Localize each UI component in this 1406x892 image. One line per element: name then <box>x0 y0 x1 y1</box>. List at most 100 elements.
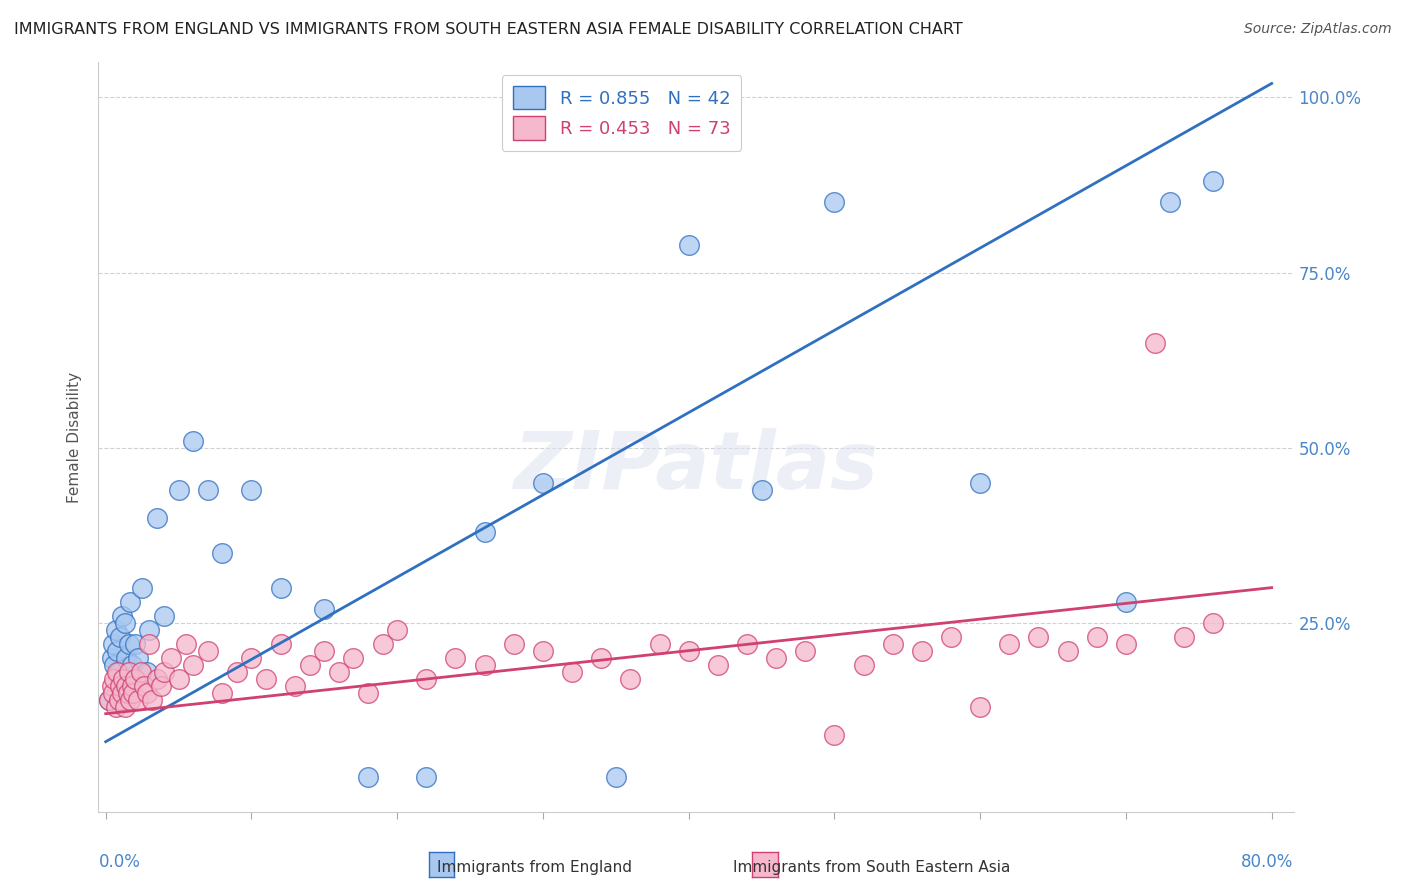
Point <box>131 581 153 595</box>
Point <box>150 679 173 693</box>
Point <box>127 692 149 706</box>
Point <box>1144 335 1167 350</box>
Point <box>240 650 263 665</box>
Point <box>110 679 132 693</box>
Point <box>415 672 437 686</box>
Point <box>314 601 336 615</box>
Point <box>882 637 904 651</box>
Point <box>108 692 131 706</box>
Point <box>1056 643 1078 657</box>
Point <box>100 679 122 693</box>
Point <box>115 679 138 693</box>
Point <box>153 608 176 623</box>
Point <box>124 672 146 686</box>
Point <box>605 770 627 784</box>
Point <box>371 637 394 651</box>
Point <box>138 637 160 651</box>
Text: ZIPatlas: ZIPatlas <box>513 428 879 506</box>
Text: Source: ZipAtlas.com: Source: ZipAtlas.com <box>1244 22 1392 37</box>
Point <box>254 672 277 686</box>
Point <box>474 657 496 672</box>
Point <box>765 650 787 665</box>
Point <box>167 483 190 497</box>
Point <box>101 686 124 700</box>
Point <box>112 672 135 686</box>
Point <box>969 699 991 714</box>
Point <box>127 650 149 665</box>
Point <box>969 475 991 490</box>
Point <box>117 686 139 700</box>
Point <box>648 637 671 651</box>
Point <box>707 657 730 672</box>
Text: 80.0%: 80.0% <box>1241 853 1294 871</box>
Point <box>474 524 496 539</box>
Point <box>97 692 120 706</box>
Point <box>124 637 146 651</box>
Point <box>678 237 700 252</box>
Text: 0.0%: 0.0% <box>98 853 141 871</box>
Point <box>678 643 700 657</box>
Point <box>110 630 132 644</box>
Point <box>1115 637 1137 651</box>
Point <box>823 728 845 742</box>
Point <box>735 637 758 651</box>
Point <box>270 637 292 651</box>
Point <box>132 679 155 693</box>
Point <box>415 770 437 784</box>
Point <box>104 699 127 714</box>
Point <box>1028 630 1050 644</box>
Point <box>135 686 157 700</box>
Point <box>114 615 136 630</box>
Point <box>531 475 554 490</box>
Point <box>591 650 613 665</box>
Point <box>120 594 142 608</box>
Legend: R = 0.855   N = 42, R = 0.453   N = 73: R = 0.855 N = 42, R = 0.453 N = 73 <box>502 75 741 151</box>
Point <box>823 195 845 210</box>
Point <box>135 665 157 679</box>
Point <box>794 643 817 657</box>
Point <box>211 686 233 700</box>
Point <box>105 665 128 679</box>
Point <box>1159 195 1181 210</box>
Point <box>357 770 380 784</box>
Point <box>122 686 145 700</box>
Point <box>385 623 409 637</box>
Point <box>111 686 134 700</box>
Point <box>531 643 554 657</box>
Point <box>121 679 143 693</box>
Point <box>444 650 467 665</box>
Point <box>129 665 152 679</box>
Point <box>181 657 204 672</box>
Point <box>197 643 219 657</box>
Point <box>117 679 139 693</box>
Point <box>120 692 142 706</box>
Text: IMMIGRANTS FROM ENGLAND VS IMMIGRANTS FROM SOUTH EASTERN ASIA FEMALE DISABILITY : IMMIGRANTS FROM ENGLAND VS IMMIGRANTS FR… <box>14 22 963 37</box>
Point <box>105 643 128 657</box>
Point <box>1115 594 1137 608</box>
Point <box>138 623 160 637</box>
Point <box>939 630 962 644</box>
Point <box>284 679 307 693</box>
Point <box>211 546 233 560</box>
Point <box>103 657 125 672</box>
Point <box>357 686 380 700</box>
Point <box>104 623 127 637</box>
Point <box>114 699 136 714</box>
Point <box>225 665 247 679</box>
Point <box>342 650 364 665</box>
Point <box>502 637 524 651</box>
Point <box>145 672 167 686</box>
Point <box>270 581 292 595</box>
Y-axis label: Female Disability: Female Disability <box>67 371 83 503</box>
Point <box>1202 615 1225 630</box>
Point <box>1202 174 1225 188</box>
Point <box>998 637 1021 651</box>
Point <box>108 665 131 679</box>
Point <box>145 510 167 524</box>
Point <box>1085 630 1108 644</box>
Point <box>911 643 934 657</box>
Text: Immigrants from South Eastern Asia: Immigrants from South Eastern Asia <box>733 860 1011 874</box>
Point <box>174 637 197 651</box>
Point <box>619 672 641 686</box>
Point <box>328 665 350 679</box>
